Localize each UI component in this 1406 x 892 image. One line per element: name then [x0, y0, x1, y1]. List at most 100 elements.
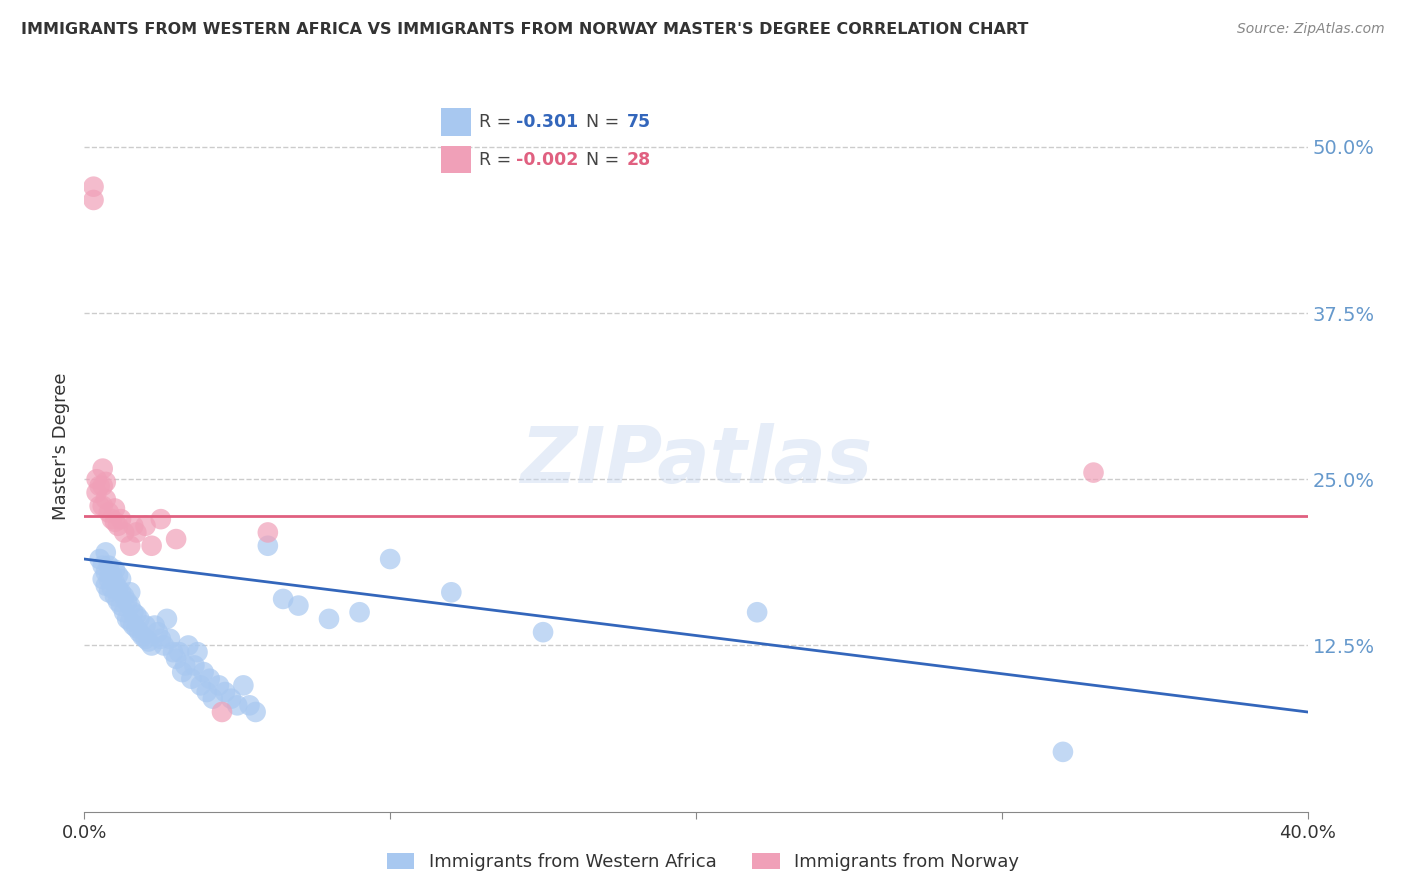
Point: [120, 539, 142, 553]
Point: [135, 618, 157, 632]
Text: Source: ZipAtlas.com: Source: ZipAtlas.com: [1237, 22, 1385, 37]
Point: [125, 607, 148, 622]
Point: [1052, 745, 1074, 759]
Point: [174, 658, 197, 673]
Point: [159, 632, 181, 646]
Point: [318, 612, 340, 626]
Point: [153, 639, 176, 653]
Point: [177, 639, 200, 653]
Point: [110, 599, 132, 613]
Point: [141, 539, 163, 553]
Point: [211, 705, 233, 719]
Point: [107, 594, 129, 608]
Point: [141, 639, 163, 653]
Point: [149, 632, 172, 646]
Point: [91, 558, 114, 573]
Legend: Immigrants from Western Africa, Immigrants from Norway: Immigrants from Western Africa, Immigran…: [380, 846, 1026, 879]
Point: [91, 499, 114, 513]
Point: [107, 582, 129, 596]
Point: [97, 585, 120, 599]
Point: [104, 589, 127, 603]
Point: [135, 518, 157, 533]
Point: [135, 632, 157, 646]
Point: [110, 572, 132, 586]
Point: [172, 665, 194, 679]
Point: [97, 506, 120, 520]
Point: [83, 193, 105, 207]
Point: [380, 552, 402, 566]
Point: [747, 605, 769, 619]
Text: IMMIGRANTS FROM WESTERN AFRICA VS IMMIGRANTS FROM NORWAY MASTER'S DEGREE CORRELA: IMMIGRANTS FROM WESTERN AFRICA VS IMMIGR…: [21, 22, 1028, 37]
Point: [183, 658, 205, 673]
Point: [232, 678, 254, 692]
Point: [120, 585, 142, 599]
Point: [97, 558, 120, 573]
Point: [112, 525, 135, 540]
Point: [190, 678, 212, 692]
Point: [101, 582, 124, 596]
Point: [201, 691, 224, 706]
Point: [226, 698, 249, 713]
Point: [165, 652, 187, 666]
Point: [101, 568, 124, 582]
Point: [91, 461, 114, 475]
Point: [238, 698, 260, 713]
Point: [110, 512, 132, 526]
Point: [97, 572, 120, 586]
Point: [94, 566, 117, 580]
Point: [198, 672, 221, 686]
Point: [89, 552, 111, 566]
Point: [257, 539, 280, 553]
Point: [531, 625, 554, 640]
Point: [1083, 466, 1105, 480]
Point: [125, 621, 148, 635]
Text: ZIPatlas: ZIPatlas: [520, 423, 872, 499]
Point: [89, 479, 111, 493]
Point: [101, 512, 124, 526]
Point: [167, 645, 190, 659]
Point: [186, 645, 208, 659]
Point: [128, 612, 150, 626]
Point: [107, 518, 129, 533]
Point: [120, 599, 142, 613]
Point: [349, 605, 371, 619]
Point: [94, 475, 117, 489]
Point: [257, 525, 280, 540]
Point: [131, 629, 153, 643]
Point: [156, 612, 179, 626]
Point: [112, 589, 135, 603]
Point: [208, 678, 231, 692]
Point: [271, 591, 294, 606]
Point: [89, 499, 111, 513]
Point: [219, 691, 242, 706]
Point: [91, 479, 114, 493]
Point: [115, 594, 138, 608]
Point: [125, 525, 148, 540]
Y-axis label: Master's Degree: Master's Degree: [52, 372, 70, 520]
Point: [138, 634, 160, 648]
Point: [94, 545, 117, 559]
Point: [112, 605, 135, 619]
Point: [122, 618, 145, 632]
Point: [195, 685, 218, 699]
Point: [104, 501, 127, 516]
Point: [104, 563, 127, 577]
Point: [440, 585, 463, 599]
Point: [110, 585, 132, 599]
Point: [287, 599, 309, 613]
Point: [115, 612, 138, 626]
Point: [122, 605, 145, 619]
Point: [180, 672, 202, 686]
Point: [86, 472, 108, 486]
Point: [245, 705, 267, 719]
Point: [83, 179, 105, 194]
Point: [120, 615, 142, 629]
Point: [107, 568, 129, 582]
Point: [91, 572, 114, 586]
Point: [104, 515, 127, 529]
Point: [94, 492, 117, 507]
Point: [122, 518, 145, 533]
Point: [128, 625, 150, 640]
Point: [149, 512, 172, 526]
Point: [162, 645, 184, 659]
